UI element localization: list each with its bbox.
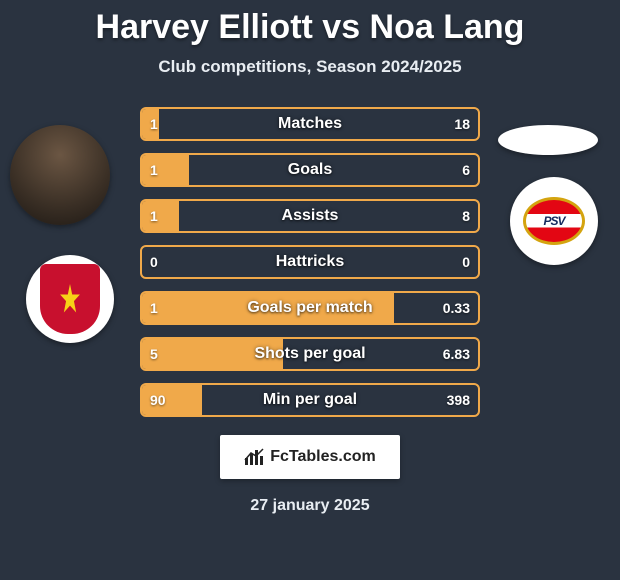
stat-label: Min per goal (142, 385, 478, 415)
liverpool-badge-icon (40, 264, 100, 334)
site-logo-text: FcTables.com (270, 448, 376, 466)
comparison-body: PSV 1Matches18 1Goals6 1Assists8 0Hattricks… (0, 107, 620, 515)
psv-badge-icon: PSV (523, 197, 585, 245)
left-player-panel (0, 107, 130, 427)
stat-value-right: 18 (454, 109, 470, 139)
stat-value-right: 6 (462, 155, 470, 185)
stat-row: 0Hattricks0 (140, 245, 480, 279)
stat-row: 1Matches18 (140, 107, 480, 141)
player-left-club-badge (26, 255, 114, 343)
player-right-club-badge: PSV (510, 177, 598, 265)
stat-row: 1Goals per match0.33 (140, 291, 480, 325)
stat-row: 1Assists8 (140, 199, 480, 233)
stat-value-right: 398 (447, 385, 470, 415)
comparison-title: Harvey Elliott vs Noa Lang (0, 0, 620, 47)
stat-label: Goals (142, 155, 478, 185)
comparison-subtitle: Club competitions, Season 2024/2025 (0, 57, 620, 77)
stat-label: Hattricks (142, 247, 478, 277)
stat-bars-container: 1Matches18 1Goals6 1Assists8 0Hattricks0 1Go… (140, 107, 480, 417)
stat-value-right: 0.33 (443, 293, 470, 323)
stat-value-right: 0 (462, 247, 470, 277)
stat-row: 1Goals6 (140, 153, 480, 187)
player-right-avatar (498, 125, 598, 155)
stat-row: 5Shots per goal6.83 (140, 337, 480, 371)
stat-label: Shots per goal (142, 339, 478, 369)
stat-label: Goals per match (142, 293, 478, 323)
stat-label: Matches (142, 109, 478, 139)
stat-label: Assists (142, 201, 478, 231)
player-left-avatar (10, 125, 110, 225)
site-logo: FcTables.com (220, 435, 400, 479)
stat-value-right: 6.83 (443, 339, 470, 369)
right-player-panel: PSV (490, 107, 620, 427)
stat-value-right: 8 (462, 201, 470, 231)
bar-chart-icon (244, 448, 266, 466)
comparison-date: 27 january 2025 (0, 497, 620, 515)
stat-row: 90Min per goal398 (140, 383, 480, 417)
